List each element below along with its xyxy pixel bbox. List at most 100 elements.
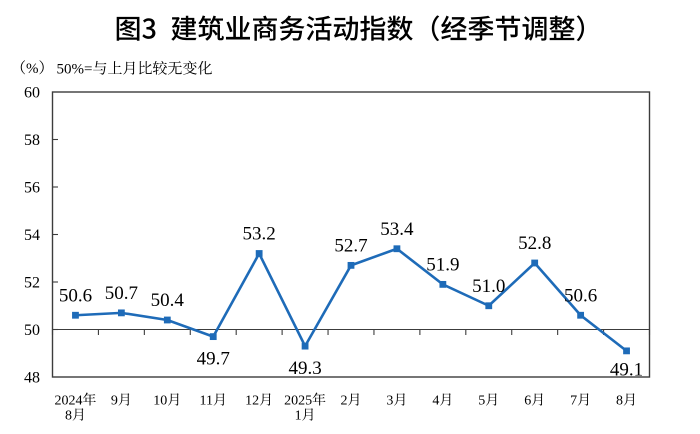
glyph — [39, 60, 44, 75]
glyph — [279, 15, 305, 41]
glyph-run — [302, 408, 314, 421]
glyph-run — [118, 393, 130, 406]
glyph-run — [72, 408, 84, 421]
data-label: 51.0 — [472, 276, 505, 297]
glyph-run — [312, 392, 326, 406]
glyph — [198, 15, 224, 41]
glyph-run — [259, 393, 271, 406]
glyph-run — [485, 393, 497, 406]
x-axis-label: 8 — [65, 408, 84, 424]
text-run: 2 — [341, 394, 348, 409]
data-label: 49.3 — [288, 358, 321, 379]
data-point-marker — [117, 309, 125, 317]
glyph — [171, 15, 197, 41]
glyph — [312, 392, 326, 406]
data-point-marker — [163, 316, 171, 324]
data-label: 53.2 — [243, 224, 276, 245]
text-run: 6 — [524, 394, 531, 409]
text-run: 2024 — [54, 394, 82, 409]
glyph-run — [531, 393, 543, 406]
data-point-marker — [439, 280, 447, 288]
glyph — [348, 393, 359, 406]
glyph — [576, 15, 585, 42]
glyph — [152, 60, 167, 75]
x-axis-label: 6 — [524, 393, 543, 409]
glyph-run — [213, 393, 225, 406]
text-run: 3 — [386, 394, 393, 409]
glyph — [93, 60, 107, 75]
glyph — [168, 61, 182, 75]
text-run: 10 — [153, 394, 167, 409]
glyph — [72, 408, 84, 421]
y-tick-label: 52 — [24, 275, 40, 292]
x-axis-label: 2025 — [284, 392, 326, 409]
glyph-run — [82, 392, 96, 406]
series-layer — [72, 245, 630, 355]
text-run: 8 — [616, 394, 623, 409]
x-axis-label: 5 — [478, 393, 497, 409]
glyph — [82, 392, 96, 406]
text-run: 7 — [570, 394, 577, 409]
x-axis-label: 2024 — [54, 392, 96, 409]
data-label: 52.8 — [518, 233, 551, 254]
glyph — [225, 16, 250, 40]
data-point-marker — [531, 259, 539, 267]
x-axis-label: 7 — [570, 393, 589, 409]
x-axis-label: 2 — [341, 393, 359, 409]
glyph — [495, 15, 521, 41]
glyph — [441, 15, 467, 41]
x-axis-label: 3 — [386, 393, 405, 409]
data-label: 52.7 — [334, 236, 367, 257]
x-axis-label: 10 — [153, 393, 179, 409]
glyph — [485, 393, 497, 406]
data-label: 49.1 — [610, 360, 643, 381]
text-run: 12 — [245, 394, 259, 409]
x-axis-label: 8 — [616, 393, 635, 409]
plot-frame — [51, 91, 651, 378]
unit-label: % — [20, 60, 44, 77]
glyph — [306, 15, 332, 41]
y-tick-label: 60 — [24, 85, 40, 102]
x-axis-label: 11 — [199, 393, 225, 409]
glyph — [213, 393, 225, 406]
data-label: 50.6 — [59, 285, 92, 306]
glyph-run — [39, 60, 44, 75]
text-run: 8 — [65, 409, 72, 424]
x-axis-label: 9 — [111, 393, 130, 409]
glyph — [431, 15, 440, 42]
glyph — [116, 16, 140, 41]
glyph — [468, 15, 494, 41]
glyph — [118, 393, 130, 406]
y-tick-label: 48 — [24, 370, 40, 387]
y-tick-label: 58 — [24, 132, 40, 149]
data-point-marker — [347, 261, 355, 269]
text-run: 9 — [111, 394, 118, 409]
glyph-run — [348, 393, 359, 406]
y-tick-label: 50 — [24, 322, 40, 339]
data-label: 49.7 — [197, 349, 230, 370]
glyph-run — [623, 393, 635, 406]
glyph-run — [93, 60, 212, 75]
text-run: 11 — [199, 394, 212, 409]
glyph — [394, 393, 405, 406]
text-run: % — [26, 61, 39, 77]
data-point-marker — [485, 302, 493, 310]
glyph — [259, 393, 271, 406]
data-label: 50.6 — [564, 285, 597, 306]
glyph — [522, 16, 547, 41]
glyph-run — [440, 393, 451, 406]
glyph — [302, 408, 314, 421]
x-axis-label: 4 — [432, 393, 451, 409]
glyph-run — [577, 393, 589, 406]
text-run: 4 — [432, 394, 439, 409]
text-run: 50%= — [57, 62, 93, 78]
glyph — [253, 15, 277, 41]
text-run: 1 — [295, 409, 302, 424]
glyph — [139, 61, 152, 75]
data-point-marker — [623, 347, 630, 355]
data-point-marker — [577, 311, 585, 319]
data-label: 53.4 — [380, 219, 414, 240]
glyph — [167, 393, 179, 406]
data-point-marker — [393, 245, 401, 253]
